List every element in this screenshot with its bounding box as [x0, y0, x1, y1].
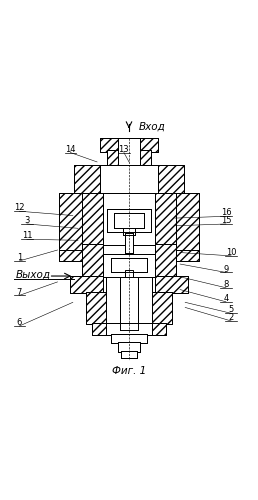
Bar — [59, 250, 82, 262]
Bar — [111, 334, 147, 343]
Bar — [100, 164, 158, 194]
Text: 15: 15 — [221, 216, 231, 225]
Text: 10: 10 — [226, 248, 236, 257]
Bar — [152, 292, 172, 324]
Bar — [86, 292, 106, 324]
Bar — [103, 277, 155, 293]
Bar — [92, 322, 166, 336]
Bar — [155, 276, 188, 293]
Bar — [103, 254, 155, 277]
Bar — [74, 164, 184, 194]
Text: Фиг. 1: Фиг. 1 — [112, 366, 146, 376]
Bar — [82, 244, 103, 277]
Bar — [120, 277, 138, 330]
Text: Вход: Вход — [139, 121, 166, 131]
Text: Выход: Выход — [15, 269, 50, 279]
Bar — [92, 322, 166, 336]
Bar — [155, 192, 176, 245]
Text: 16: 16 — [221, 208, 231, 218]
Bar — [152, 292, 172, 324]
Bar — [106, 277, 120, 330]
Bar — [103, 254, 155, 277]
Bar — [107, 150, 151, 164]
Bar — [59, 192, 98, 252]
Bar — [117, 342, 141, 352]
Bar — [160, 192, 199, 252]
Bar — [103, 192, 155, 245]
Text: 14: 14 — [65, 144, 76, 154]
Bar — [125, 270, 133, 277]
Bar — [70, 276, 103, 293]
Bar — [100, 164, 158, 194]
Text: 6: 6 — [17, 318, 22, 327]
Bar — [103, 277, 155, 293]
Bar — [138, 277, 152, 330]
Text: 3: 3 — [24, 216, 30, 225]
Bar — [121, 351, 137, 358]
Bar — [59, 250, 82, 262]
Bar — [111, 258, 147, 272]
Bar — [106, 322, 152, 336]
Bar — [82, 192, 103, 245]
Bar — [86, 292, 106, 324]
Bar — [100, 138, 158, 151]
Text: 11: 11 — [22, 232, 32, 240]
Bar — [107, 150, 151, 164]
Bar — [155, 276, 188, 293]
Bar — [155, 192, 176, 245]
Bar — [123, 228, 135, 234]
Text: 1: 1 — [17, 253, 22, 262]
Text: 9: 9 — [223, 264, 229, 274]
Bar — [121, 351, 137, 358]
Text: 5: 5 — [229, 306, 234, 314]
Bar — [160, 192, 199, 252]
Bar — [107, 209, 151, 232]
Bar — [111, 334, 147, 343]
Bar — [155, 244, 176, 277]
Bar — [117, 138, 141, 164]
Bar — [117, 342, 141, 352]
Bar — [82, 244, 103, 277]
Text: 2: 2 — [229, 313, 234, 322]
Bar — [155, 244, 176, 277]
Bar — [176, 250, 199, 262]
Bar — [176, 250, 199, 262]
Bar — [70, 276, 103, 293]
Text: 4: 4 — [223, 294, 229, 303]
Bar — [82, 192, 103, 245]
Text: 8: 8 — [223, 280, 229, 289]
Bar — [100, 138, 158, 151]
Text: 7: 7 — [17, 288, 22, 296]
Bar — [74, 164, 184, 194]
Text: 13: 13 — [119, 144, 129, 154]
Bar — [59, 192, 98, 252]
Bar — [103, 192, 155, 245]
Bar — [125, 234, 133, 252]
Bar — [106, 322, 152, 336]
Text: 12: 12 — [14, 204, 25, 212]
Bar — [114, 213, 144, 228]
